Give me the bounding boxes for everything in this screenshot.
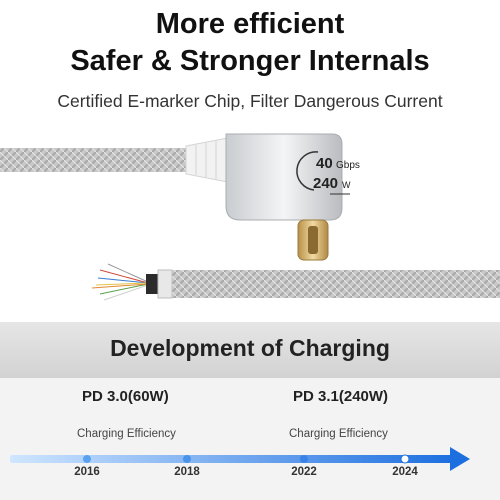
- timeline-arrowhead: [450, 447, 470, 471]
- headline-line-2: Safer & Stronger Internals: [70, 45, 430, 77]
- standard-pd30-label: PD 3.0(60W): [82, 388, 169, 405]
- charging-efficiency-label-2: Charging Efficiency: [289, 428, 388, 440]
- lower-braided-cable: [172, 270, 500, 298]
- development-header-bar: [0, 322, 500, 378]
- year-label-2024: 2024: [392, 466, 418, 478]
- timeline-dot-2024: [400, 454, 410, 464]
- timeline-arrow: [10, 447, 470, 471]
- cable-illustration: 40 Gbps 240 W: [0, 133, 500, 301]
- standard-pd31-label: PD 3.1(240W): [293, 388, 389, 405]
- timeline-dot-2016: [83, 455, 91, 463]
- headline-line-1: More efficient: [155, 8, 345, 40]
- power-unit: W: [342, 180, 351, 190]
- year-label-2022: 2022: [291, 466, 317, 478]
- development-title: Development of Charging: [110, 335, 390, 361]
- year-label-2016: 2016: [74, 466, 100, 478]
- speed-value: 40: [316, 155, 333, 172]
- year-label-2018: 2018: [174, 466, 200, 478]
- connector-shell: [225, 133, 343, 221]
- timeline-dot-2022: [300, 455, 308, 463]
- subtitle: Certified E-marker Chip, Filter Dangerou…: [57, 91, 443, 111]
- strain-relief: [185, 137, 229, 183]
- charging-efficiency-label-1: Charging Efficiency: [77, 428, 176, 440]
- upper-braided-cable: [0, 148, 188, 172]
- exposed-wires: [91, 263, 149, 301]
- power-value: 240: [313, 175, 338, 192]
- timeline-bar: [10, 455, 452, 463]
- timeline-dot-2018: [183, 455, 191, 463]
- speed-unit: Gbps: [336, 160, 360, 171]
